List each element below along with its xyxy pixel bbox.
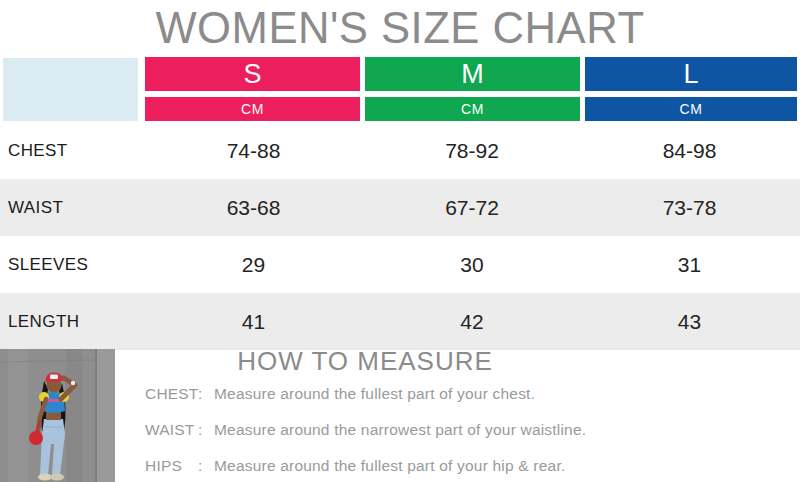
header-size-m: M — [365, 57, 580, 91]
row-label: SLEEVES — [0, 255, 145, 275]
cell-value: 63-68 — [145, 196, 362, 220]
page-title: WOMEN'S SIZE CHART — [12, 2, 788, 54]
header-size-l: L — [585, 57, 797, 91]
cell-value: 29 — [145, 253, 362, 277]
header-label-cell — [3, 58, 138, 121]
measure-list: CHEST : Measure around the fullest part … — [145, 385, 586, 482]
header-size-s: S — [145, 57, 360, 91]
cell-value: 78-92 — [362, 139, 582, 163]
cell-value: 43 — [582, 310, 797, 334]
measure-colon: : — [198, 457, 214, 475]
measure-colon: : — [198, 385, 214, 403]
header-unit-l: CM — [585, 97, 797, 121]
measure-item-waist: WAIST : Measure around the narrowest par… — [145, 421, 586, 440]
cell-value: 84-98 — [582, 139, 797, 163]
size-chart-page: WOMEN'S SIZE CHART S M L CM CM CM CHEST … — [0, 0, 800, 482]
size-table-body: CHEST 74-88 78-92 84-98 WAIST 63-68 67-7… — [0, 122, 800, 350]
measure-description: Measure around the fullest part of your … — [214, 385, 535, 403]
cell-value: 30 — [362, 253, 582, 277]
table-row-chest: CHEST 74-88 78-92 84-98 — [0, 122, 800, 179]
measure-item-chest: CHEST : Measure around the fullest part … — [145, 385, 586, 404]
cell-value: 41 — [145, 310, 362, 334]
size-table-header: S M L CM CM CM — [0, 57, 800, 122]
cell-value: 74-88 — [145, 139, 362, 163]
header-unit-m: CM — [365, 97, 580, 121]
measure-item-hips: HIPS : Measure around the fullest part o… — [145, 457, 586, 476]
header-unit-s: CM — [145, 97, 360, 121]
cell-value: 42 — [362, 310, 582, 334]
measure-description: Measure around the narrowest part of you… — [214, 421, 586, 439]
row-label: CHEST — [0, 141, 145, 161]
measure-label: WAIST — [145, 421, 198, 439]
measure-label: CHEST — [145, 385, 198, 403]
table-row-length: LENGTH 41 42 43 — [0, 293, 800, 350]
row-label: WAIST — [0, 198, 145, 218]
row-label: LENGTH — [0, 312, 145, 332]
cell-value: 31 — [582, 253, 797, 277]
table-row-sleeves: SLEEVES 29 30 31 — [0, 236, 800, 293]
model-photo — [0, 349, 115, 482]
measure-section-title: HOW TO MEASURE — [130, 346, 600, 377]
cell-value: 73-78 — [582, 196, 797, 220]
measure-description: Measure around the fullest part of your … — [214, 457, 565, 475]
measure-label: HIPS — [145, 457, 198, 475]
cell-value: 67-72 — [362, 196, 582, 220]
table-row-waist: WAIST 63-68 67-72 73-78 — [0, 179, 800, 236]
measure-colon: : — [198, 421, 214, 439]
